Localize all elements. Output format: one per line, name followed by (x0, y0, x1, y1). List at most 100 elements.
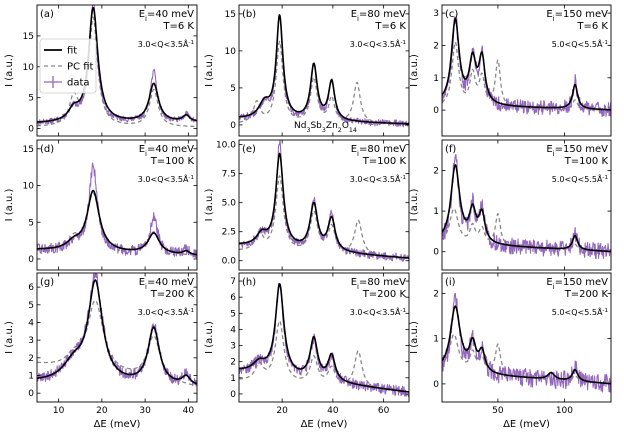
temperature-label: T=200 K (362, 289, 407, 300)
y-tick-label: 5 (28, 94, 34, 104)
series-fit-line (442, 305, 611, 385)
x-tick-label: 40 (183, 406, 195, 416)
axes-frame (238, 272, 410, 403)
panel-label: (h) (242, 277, 256, 288)
panel-label: (a) (40, 9, 54, 20)
y-tick-label: 2 (433, 166, 439, 176)
panel-label: (e) (242, 144, 256, 155)
y-tick-label: 1 (433, 74, 439, 84)
y-tick-label: 3 (433, 9, 439, 19)
series-data-line (37, 162, 197, 259)
q-range-label: 5.0<Q<5.5Å-1 (552, 173, 609, 184)
incident-energy-label: Ei=150 meV (546, 277, 608, 291)
axes-frame (441, 272, 612, 403)
series-fit-line (37, 189, 197, 256)
y-axis-label: I (a.u.) (204, 321, 215, 354)
q-range-label: 3.0<Q<3.5Å-1 (138, 38, 195, 49)
y-axis-label: I (a.u.) (204, 54, 215, 87)
y-tick-label: 0 (433, 380, 439, 390)
y-axis-label: I (a.u.) (4, 189, 15, 222)
temperature-label: T=6 K (374, 21, 406, 32)
y-tick-label: 10 (23, 182, 35, 192)
series-fit-line (442, 164, 611, 253)
legend-entry-pc: PC fit (44, 62, 93, 73)
y-tick-label: 7 (230, 277, 236, 287)
y-tick-label: 10.0 (216, 141, 236, 151)
y-tick-label: 4 (230, 325, 236, 335)
axes-frame (36, 139, 198, 271)
legend-box (39, 38, 97, 94)
series-fit-line (239, 14, 409, 125)
q-range-label: 5.0<Q<5.5Å-1 (552, 38, 609, 49)
series-pc-line (442, 207, 611, 253)
temperature-label: T=100 K (362, 156, 407, 167)
series-fit-line (37, 6, 197, 123)
q-range-label: 3.0<Q<3.5Å-1 (138, 173, 195, 184)
y-tick-label: 2.5 (222, 228, 236, 238)
y-tick-label: 0 (28, 389, 34, 399)
y-axis-label: I (a.u.) (4, 54, 15, 87)
axes-frame (441, 139, 612, 271)
incident-energy-label: Ei=40 meV (139, 144, 194, 158)
y-tick-label: 2 (230, 358, 236, 368)
panel-label: (d) (40, 144, 54, 155)
series-fit-line (239, 283, 409, 393)
y-axis-label: I (a.u.) (409, 54, 420, 87)
y-tick-label: 15 (225, 10, 236, 20)
x-tick-label: 40 (327, 406, 339, 416)
y-tick-label: 5 (230, 309, 236, 319)
series-data-line (442, 293, 611, 393)
temperature-label: T=200 K (150, 289, 195, 300)
y-tick-label: 0 (433, 106, 439, 116)
y-tick-label: 5 (28, 218, 34, 228)
axes-frame (441, 4, 612, 137)
y-axis-label: I (a.u.) (409, 321, 420, 354)
y-tick-label: 1 (433, 207, 439, 217)
y-tick-label: 10 (23, 63, 35, 73)
axes-frame (36, 272, 198, 403)
x-tick-label: 100 (556, 406, 573, 416)
series-fit-line (37, 279, 197, 385)
y-axis-label: I (a.u.) (4, 321, 15, 354)
temperature-label: T=100 K (564, 156, 609, 167)
y-axis-label: I (a.u.) (409, 189, 420, 222)
x-tick-label: 20 (96, 406, 108, 416)
y-tick-label: 1 (230, 374, 236, 384)
x-tick-label: 50 (492, 406, 504, 416)
panel-label: (g) (40, 277, 54, 288)
legend-entry-data: data (44, 76, 90, 89)
y-tick-label: 1 (433, 335, 439, 345)
q-range-label: 5.0<Q<5.5Å-1 (552, 306, 609, 317)
axes-frame (238, 139, 410, 271)
y-tick-label: 0 (28, 255, 34, 265)
incident-energy-label: Ei=150 meV (546, 9, 608, 23)
y-tick-label: 5 (230, 84, 236, 94)
y-tick-label: 6 (28, 283, 34, 293)
series-pc-line (239, 320, 409, 393)
x-axis-label: ΔE (meV) (503, 419, 550, 430)
temperature-label: T=6 K (162, 21, 194, 32)
series-data-line (239, 282, 409, 398)
y-tick-label: 0 (433, 248, 439, 258)
series-pc-line (239, 175, 409, 259)
y-tick-label: 0 (28, 125, 34, 135)
incident-energy-label: Ei=80 meV (351, 277, 406, 291)
legend-entry-fit: fit (44, 46, 77, 57)
series-data-line (442, 153, 611, 260)
series-fit-line (239, 152, 409, 259)
q-range-label: 3.0<Q<3.5Å-1 (350, 173, 407, 184)
legend-label: data (67, 78, 90, 89)
incident-energy-label: Ei=40 meV (139, 277, 194, 291)
y-tick-label: 7.5 (222, 170, 236, 180)
q-range-label: 3.0<Q<3.5Å-1 (138, 306, 195, 317)
y-tick-label: 15 (23, 32, 34, 42)
y-tick-label: 6 (230, 293, 236, 303)
q-range-label: 3.0<Q<3.5Å-1 (350, 38, 407, 49)
